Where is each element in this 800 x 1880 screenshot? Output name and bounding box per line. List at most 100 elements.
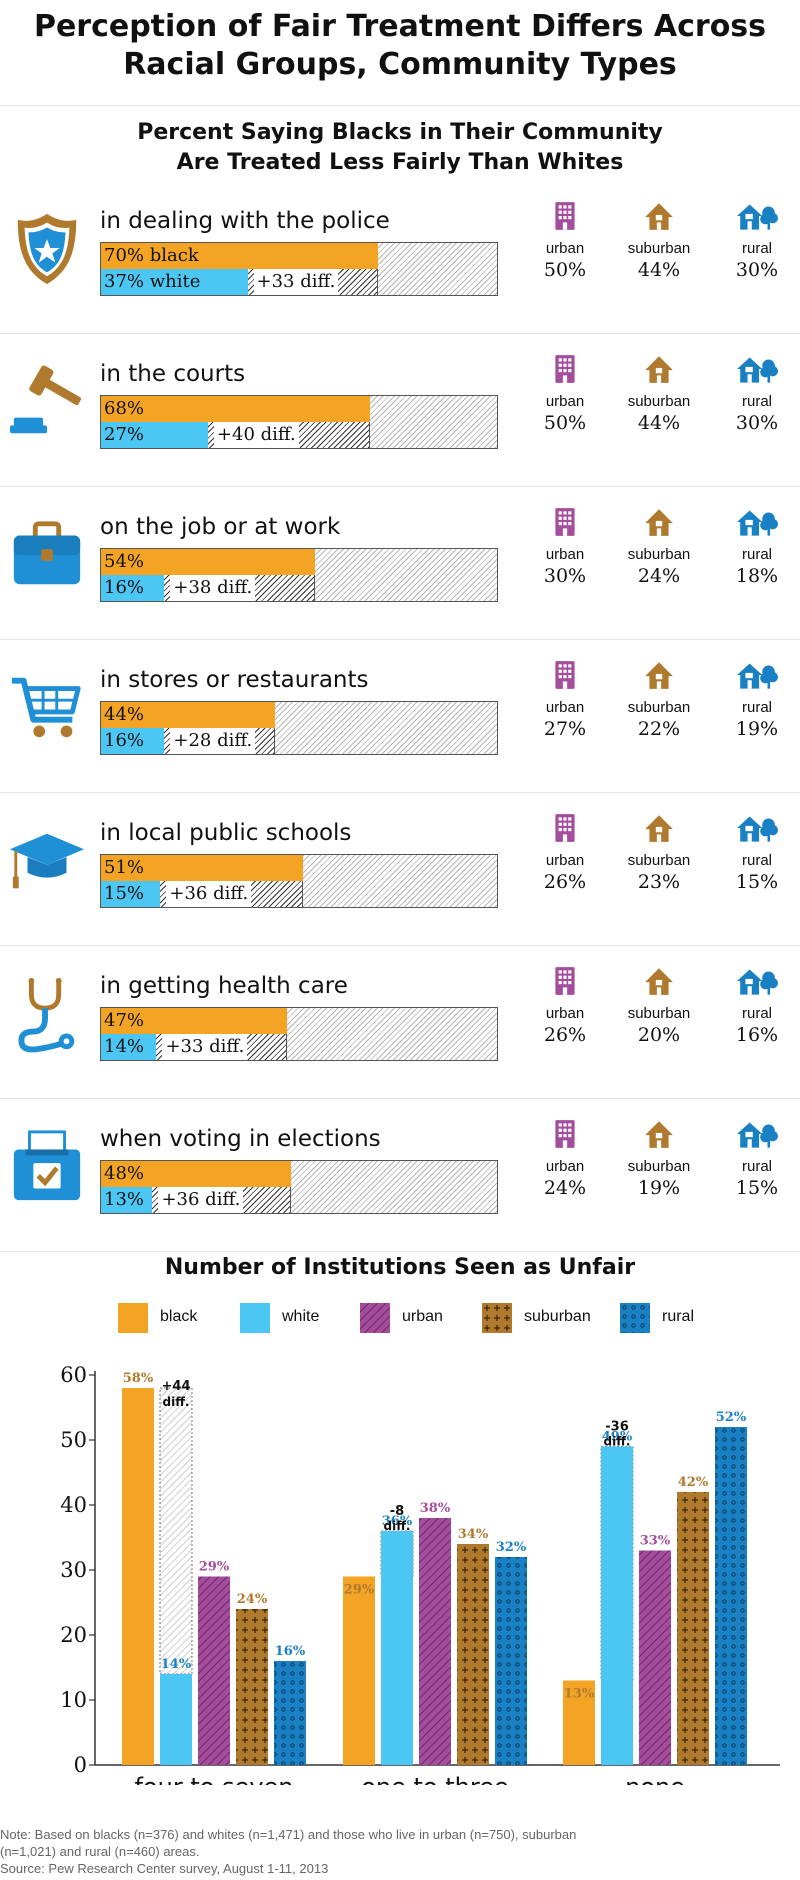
rural-house-tree-icon [736,1118,778,1150]
page-title: Perception of Fair Treatment Differs Acr… [0,8,800,84]
rural-house-tree-icon [736,200,778,232]
urban-value: 50% [543,259,587,281]
suburban-label: suburban [627,393,691,410]
bar-rural [495,1557,527,1765]
bar-rural [274,1661,306,1765]
black-bar [101,396,371,422]
rural-label: rural [741,393,772,410]
black-value: 44% [104,704,145,725]
black-bar [101,855,303,881]
legend-swatch [620,1303,650,1333]
legend-label: black [160,1308,198,1325]
subtitle-line-2: Are Treated Less Fairly Than Whites [176,150,624,175]
black-bar [101,1161,292,1187]
urban-stat: urban 24% [520,1118,610,1199]
divider [0,639,800,640]
urban-value: 27% [543,718,587,740]
institution-row: when voting in elections 48% 13% +36 dif… [0,1118,800,1268]
urban-label: urban [545,852,585,869]
bar-value-label: 49% [602,1430,633,1445]
note-line-1: Note: Based on blacks (n=376) and whites… [0,1827,577,1842]
rural-house-tree-icon [736,506,778,538]
diff-value: +36 diff. [166,881,252,907]
urban-stat: urban 26% [520,965,610,1046]
urban-stat: urban 27% [520,659,610,740]
urban-value: 26% [543,871,587,893]
divider [0,945,800,946]
building-icon [549,659,581,691]
y-tick-label: 10 [60,1688,87,1712]
legend-label: rural [662,1308,695,1325]
suburban-value: 44% [637,259,681,281]
urban-label: urban [545,699,585,716]
suburban-stat: suburban 19% [614,1118,704,1199]
diff-value: +38 diff. [170,575,256,601]
suburban-value: 19% [637,1177,681,1199]
building-icon [549,200,581,232]
legend-label: white [282,1308,320,1325]
building-icon [549,1118,581,1150]
graduation-cap-icon [9,833,85,889]
building-icon [549,812,581,844]
diff-value: +28 diff. [170,728,256,754]
black-bar [101,549,315,575]
divider [0,1251,800,1252]
rural-stat: rural 18% [712,506,800,587]
y-tick-label: 50 [60,1428,87,1452]
x-category-label: one to three [361,1773,509,1785]
white-value: 16% [104,577,145,598]
rural-value: 30% [735,412,779,434]
urban-label: urban [545,546,585,563]
bar-value-label: 29% [344,1583,375,1598]
white-bar [101,1034,157,1060]
x-category-label: four to seven [134,1773,293,1785]
x-category-label: none [625,1773,685,1785]
rural-value: 19% [735,718,779,740]
y-tick-label: 40 [60,1493,87,1517]
suburban-stat: suburban 20% [614,965,704,1046]
rural-house-tree-icon [736,965,778,997]
white-bar [101,728,165,754]
section-subtitle: Percent Saying Blacks in Their Community… [0,118,800,178]
suburban-label: suburban [627,699,691,716]
diff-suffix: diff. [604,1435,631,1449]
rural-stat: rural 16% [712,965,800,1046]
y-tick-label: 60 [60,1363,87,1387]
suburban-label: suburban [627,546,691,563]
suburban-stat: suburban 22% [614,659,704,740]
bar-suburban [457,1544,489,1765]
comparison-bar: 70% black 37% white +33 diff. [100,242,498,296]
institution-row: in getting health care 47% 14% +33 diff.… [0,965,800,1115]
legend-swatch [482,1303,512,1333]
white-bar [101,422,208,448]
urban-label: urban [545,1158,585,1175]
comparison-bar: 54% 16% +38 diff. [100,548,498,602]
urban-label: urban [545,240,585,257]
divider [0,105,800,106]
institutions-bar-chart: 010203040506058%14%29%24%16%+44diff.four… [60,1363,780,1785]
legend-swatch [118,1303,148,1333]
rural-label: rural [741,852,772,869]
institution-label: in getting health care [100,973,348,999]
bar-rural [715,1427,747,1765]
title-line-2: Racial Groups, Community Types [123,47,677,82]
urban-value: 50% [543,412,587,434]
comparison-bar: 68% 27% +40 diff. [100,395,498,449]
bar-value-label: 38% [420,1501,451,1516]
divider [0,1098,800,1099]
institution-label: in the courts [100,361,246,387]
diff-value: +40 diff. [213,422,299,448]
white-value: 37% white [104,271,201,292]
black-bar [101,702,276,728]
bar-value-label: 34% [458,1527,489,1542]
bar-value-label: 13% [564,1687,595,1702]
rural-house-tree-icon [736,353,778,385]
house-icon [643,506,675,538]
rural-label: rural [741,1005,772,1022]
bar-value-label: 33% [640,1534,671,1549]
footnote: Note: Based on blacks (n=376) and whites… [0,1826,790,1877]
chart-title: Number of Institutions Seen as Unfair [164,1255,636,1280]
rural-stat: rural 15% [712,812,800,893]
diff-label: -8 [390,1504,404,1519]
suburban-stat: suburban 23% [614,812,704,893]
